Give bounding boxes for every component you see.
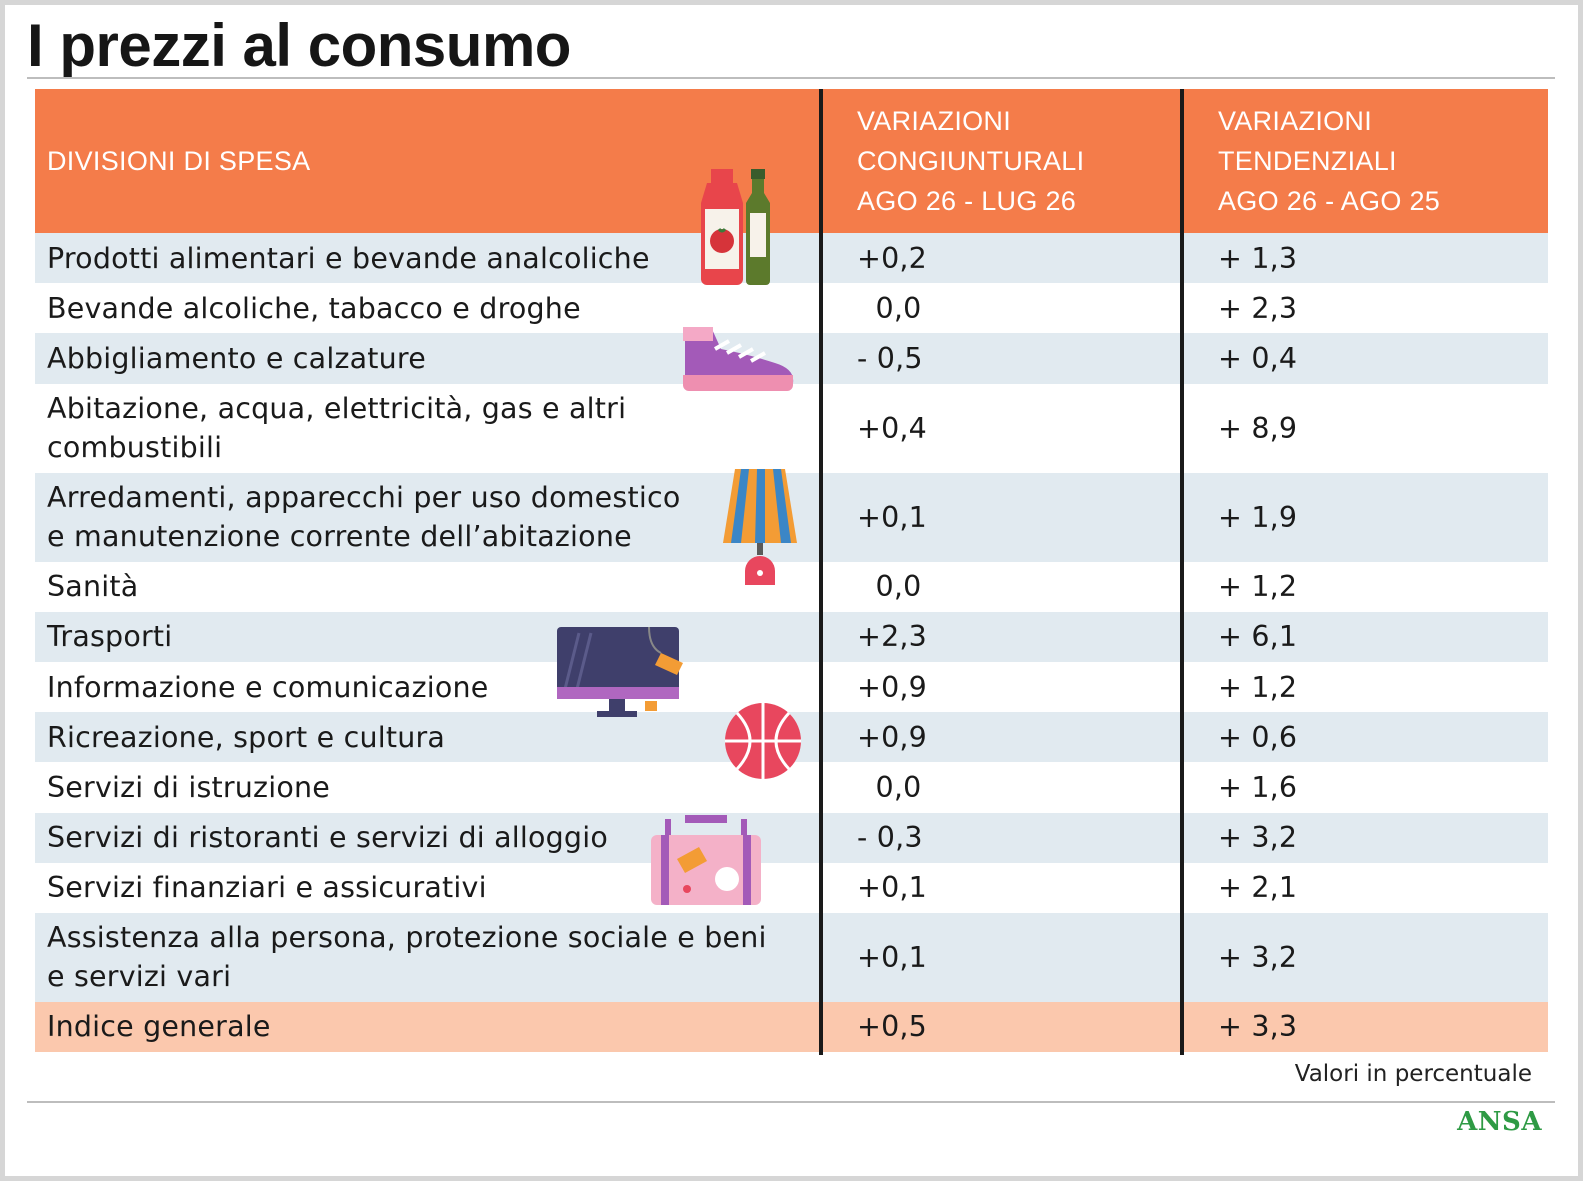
table-header: DIVISIONI DI SPESA VARIAZIONI CONGIUNTUR… [35, 89, 1548, 233]
row-label-line: Servizi di istruzione [47, 770, 330, 804]
value-tendenziale: + 1,2 [1218, 670, 1298, 704]
ansa-logo: ANSA [1457, 1107, 1542, 1137]
row-label: Informazione e comunicazione [47, 662, 807, 712]
row-label: Abitazione, acqua, elettricità, gas e al… [47, 384, 807, 473]
value-congiunturale: +0,4 [857, 411, 928, 445]
value-tendenziale: + 0,6 [1218, 720, 1298, 754]
row-label-line: Indice generale [47, 1010, 271, 1044]
row-label-line: Assistenza alla persona, protezione soci… [47, 921, 767, 955]
table-row-total: Indice generale +0,5 + 3,3 [35, 1001, 1548, 1053]
value-congiunturale: +2,3 [857, 620, 928, 654]
page-title: I prezzi al consumo [27, 12, 571, 79]
value-congiunturale: 0,0 [857, 570, 922, 604]
row-label-line: Abitazione, acqua, elettricità, gas e al… [47, 392, 627, 426]
value-congiunturale: 0,0 [857, 770, 922, 804]
row-label: Servizi di ristoranti e servizi di allog… [47, 813, 807, 863]
value-tendenziale: + 8,9 [1218, 411, 1298, 445]
row-label: Assistenza alla persona, protezione soci… [47, 913, 807, 1002]
price-table: DIVISIONI DI SPESA VARIAZIONI CONGIUNTUR… [35, 89, 1548, 1055]
table-row: Trasporti +2,3 + 6,1 [35, 611, 1548, 662]
row-label-line: Ricreazione, sport e cultura [47, 720, 446, 754]
units-note: Valori in percentuale [1294, 1061, 1532, 1087]
row-label-line: Bevande alcoliche, tabacco e droghe [47, 291, 581, 325]
row-label-line: Informazione e comunicazione [47, 670, 489, 704]
table-row: Informazione e comunicazione +0,9 + 1,2 [35, 661, 1548, 713]
value-tendenziale: + 1,9 [1218, 500, 1298, 534]
value-congiunturale: - 0,3 [857, 821, 923, 855]
column-divider [819, 89, 823, 1055]
table-row: Servizi di ristoranti e servizi di allog… [35, 812, 1548, 863]
table-row: Servizi di istruzione 0,0 + 1,6 [35, 762, 1548, 813]
value-tendenziale: + 6,1 [1218, 620, 1298, 654]
table-body: Prodotti alimentari e bevande analcolich… [35, 233, 1548, 1053]
header-tendenziali-line: AGO 26 - AGO 25 [1218, 186, 1441, 216]
header-congiunturali-line: CONGIUNTURALI [857, 146, 1085, 176]
title-divider [27, 77, 1555, 79]
monitor-icon [557, 626, 683, 717]
row-label: Indice generale [47, 1002, 807, 1052]
header-congiunturali-line: AGO 26 - LUG 26 [857, 186, 1077, 216]
value-congiunturale: +0,5 [857, 1010, 928, 1044]
header-tendenziali: VARIAZIONI TENDENZIALI AGO 26 - AGO 25 [1218, 89, 1548, 233]
row-label: Abbigliamento e calzature [47, 333, 807, 383]
row-label: Bevande alcoliche, tabacco e droghe [47, 283, 807, 333]
value-congiunturale: +0,1 [857, 940, 928, 974]
row-label-line: Servizi di ristoranti e servizi di allog… [47, 821, 608, 855]
basketball-icon [725, 703, 801, 779]
header-congiunturali-line: VARIAZIONI [857, 106, 1012, 136]
value-tendenziale: + 1,6 [1218, 770, 1298, 804]
value-congiunturale: +0,1 [857, 500, 928, 534]
value-tendenziale: + 1,3 [1218, 241, 1298, 275]
row-label-line: Arredamenti, apparecchi per uso domestic… [47, 481, 681, 515]
row-label-line: Abbigliamento e calzature [47, 341, 426, 375]
value-congiunturale: 0,0 [857, 291, 922, 325]
row-label: Ricreazione, sport e cultura [47, 712, 807, 762]
row-label: Prodotti alimentari e bevande analcolich… [47, 233, 807, 283]
row-label-line: Trasporti [47, 620, 173, 654]
sneaker-icon [683, 327, 794, 391]
bottles-icon [701, 169, 770, 285]
footer-divider [27, 1101, 1555, 1103]
header-congiunturali: VARIAZIONI CONGIUNTURALI AGO 26 - LUG 26 [857, 89, 1197, 233]
value-tendenziale: + 2,1 [1218, 871, 1298, 905]
row-label: Servizi finanziari e assicurativi [47, 863, 807, 913]
row-label: Arredamenti, apparecchi per uso domestic… [47, 473, 807, 562]
table-row: Servizi finanziari e assicurativi +0,1 + 2… [35, 862, 1548, 913]
row-label: Servizi di istruzione [47, 762, 807, 812]
header-divisioni: DIVISIONI DI SPESA [47, 146, 311, 176]
row-label-line: e servizi vari [47, 960, 232, 994]
row-label-line: e manutenzione corrente dell’abitazione [47, 520, 632, 554]
header-tendenziali-line: VARIAZIONI TENDENZIALI [1218, 106, 1397, 176]
value-tendenziale: + 2,3 [1218, 291, 1298, 325]
table-row: Bevande alcoliche, tabacco e droghe 0,0 +… [35, 283, 1548, 334]
value-tendenziale: + 0,4 [1218, 341, 1298, 375]
value-congiunturale: +0,1 [857, 871, 928, 905]
value-tendenziale: + 3,2 [1218, 940, 1298, 974]
row-label-line: Prodotti alimentari e bevande analcolich… [47, 241, 650, 275]
table-row: Prodotti alimentari e bevande analcolich… [35, 233, 1548, 284]
column-divider [1180, 89, 1184, 1055]
row-label-line: Sanità [47, 570, 139, 604]
value-congiunturale: +0,9 [857, 720, 928, 754]
row-label: Sanità [47, 562, 807, 612]
table-row: Sanità 0,0 + 1,2 [35, 561, 1548, 612]
suitcase-icon [651, 815, 761, 905]
row-label: Trasporti [47, 612, 807, 662]
row-label-line: Servizi finanziari e assicurativi [47, 871, 487, 905]
table-row: Assistenza alla persona, protezione soci… [35, 912, 1548, 1002]
value-tendenziale: + 3,2 [1218, 821, 1298, 855]
value-tendenziale: + 3,3 [1218, 1010, 1298, 1044]
value-congiunturale: +0,2 [857, 241, 928, 275]
lamp-icon [723, 469, 797, 585]
table-row: Abitazione, acqua, elettricità, gas e al… [35, 383, 1548, 473]
table-row: Arredamenti, apparecchi per uso domestic… [35, 472, 1548, 562]
value-congiunturale: - 0,5 [857, 341, 923, 375]
value-congiunturale: +0,9 [857, 670, 928, 704]
value-tendenziale: + 1,2 [1218, 570, 1298, 604]
row-label-line: combustibili [47, 431, 223, 465]
